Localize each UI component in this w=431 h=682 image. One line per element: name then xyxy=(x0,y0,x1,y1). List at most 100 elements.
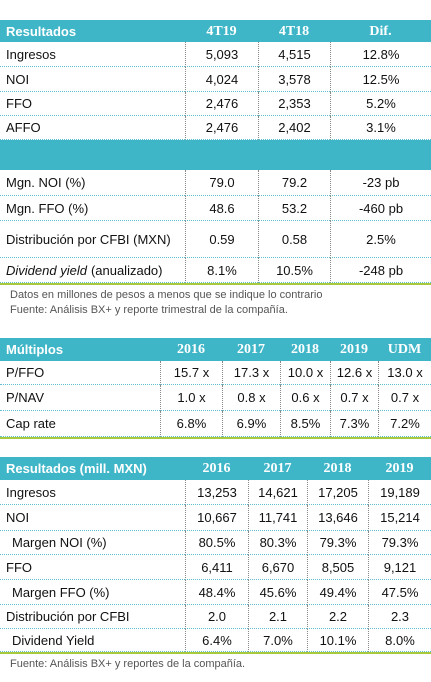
value-cell: 15.7 x xyxy=(160,361,222,385)
value-cell: 2,476 xyxy=(185,92,258,116)
header-cell: Dif. xyxy=(330,20,431,42)
value-cell: 15,214 xyxy=(368,505,431,531)
row-label: P/FFO xyxy=(0,361,160,385)
row-label: Distribución por CFBI xyxy=(0,605,185,629)
value-cell: -460 pb xyxy=(330,196,431,221)
value-cell: 10.5% xyxy=(258,258,330,283)
value-cell: 9,121 xyxy=(368,555,431,580)
footnote: Datos en millones de pesos a menos que s… xyxy=(10,289,323,301)
header-cell: 2019 xyxy=(368,457,431,480)
value-cell: 8,505 xyxy=(307,555,368,580)
value-cell: 0.6 x xyxy=(280,385,330,411)
header-cell: UDM xyxy=(378,338,431,361)
header-cell: Resultados (mill. MXN) xyxy=(0,457,185,480)
label-rest: (anualizado) xyxy=(90,262,163,278)
bottom-rule xyxy=(0,437,431,439)
value-cell: 6,411 xyxy=(185,555,248,580)
header-cell: 2016 xyxy=(160,338,222,361)
value-cell: 48.4% xyxy=(185,580,248,605)
value-cell: 2,353 xyxy=(258,92,330,116)
row-label: Dividend yield (anualizado) xyxy=(0,258,185,283)
value-cell: 2.2 xyxy=(307,605,368,629)
row-label: P/NAV xyxy=(0,385,160,411)
value-cell: 11,741 xyxy=(248,505,307,531)
value-cell: 10.1% xyxy=(307,629,368,652)
value-cell: 2.3 xyxy=(368,605,431,629)
value-cell: -23 pb xyxy=(330,170,431,196)
value-cell: 5.2% xyxy=(330,92,431,116)
row-label: Distribución por CFBI (MXN) xyxy=(0,221,185,258)
value-cell: 8.1% xyxy=(185,258,258,283)
footnote: Fuente: Análisis BX+ y reporte trimestra… xyxy=(10,304,288,316)
row-label: NOI xyxy=(0,67,185,92)
separator-band xyxy=(0,140,431,170)
row-label: Ingresos xyxy=(0,42,185,67)
value-cell: 13,253 xyxy=(185,480,248,505)
value-cell: 7.0% xyxy=(248,629,307,652)
header-cell: 2017 xyxy=(248,457,307,480)
label-italic: Dividend yield xyxy=(6,262,87,278)
header-cell: 2017 xyxy=(222,338,280,361)
value-cell: 80.3% xyxy=(248,531,307,555)
row-label: NOI xyxy=(0,505,185,531)
value-cell: 12.6 x xyxy=(330,361,378,385)
value-cell: 13.0 x xyxy=(378,361,431,385)
row-label: Margen NOI (%) xyxy=(0,531,185,555)
value-cell: 53.2 xyxy=(258,196,330,221)
row-label: Ingresos xyxy=(0,480,185,505)
value-cell: 49.4% xyxy=(307,580,368,605)
row-label: Dividend Yield xyxy=(0,629,185,652)
header-cell: 4T19 xyxy=(185,20,258,42)
value-cell: 2.0 xyxy=(185,605,248,629)
value-cell: 17.3 x xyxy=(222,361,280,385)
value-cell: 48.6 xyxy=(185,196,258,221)
header-cell: 4T18 xyxy=(258,20,330,42)
value-cell: 6.8% xyxy=(160,411,222,437)
value-cell: 14,621 xyxy=(248,480,307,505)
value-cell: 2.5% xyxy=(330,221,431,258)
value-cell: 4,515 xyxy=(258,42,330,67)
row-label: FFO xyxy=(0,92,185,116)
value-cell: 8.5% xyxy=(280,411,330,437)
value-cell: 6.4% xyxy=(185,629,248,652)
value-cell: 2,402 xyxy=(258,116,330,140)
value-cell: 12.5% xyxy=(330,67,431,92)
value-cell: 0.8 x xyxy=(222,385,280,411)
value-cell: 3.1% xyxy=(330,116,431,140)
value-cell: 19,189 xyxy=(368,480,431,505)
value-cell: 8.0% xyxy=(368,629,431,652)
value-cell: 0.7 x xyxy=(378,385,431,411)
header-cell: 2018 xyxy=(280,338,330,361)
value-cell: 80.5% xyxy=(185,531,248,555)
bottom-rule xyxy=(0,652,431,654)
value-cell: 12.8% xyxy=(330,42,431,67)
value-cell: 79.0 xyxy=(185,170,258,196)
footnote: Fuente: Análisis BX+ y reportes de la co… xyxy=(10,658,246,670)
header-cell: Resultados xyxy=(0,20,185,42)
value-cell: 2,476 xyxy=(185,116,258,140)
value-cell: 0.58 xyxy=(258,221,330,258)
value-cell: 2.1 xyxy=(248,605,307,629)
header-cell: 2019 xyxy=(330,338,378,361)
value-cell: -248 pb xyxy=(330,258,431,283)
row-label: Margen FFO (%) xyxy=(0,580,185,605)
value-cell: 0.59 xyxy=(185,221,258,258)
value-cell: 79.2 xyxy=(258,170,330,196)
row-label: AFFO xyxy=(0,116,185,140)
row-label: Mgn. NOI (%) xyxy=(0,170,185,196)
value-cell: 0.7 x xyxy=(330,385,378,411)
value-cell: 7.2% xyxy=(378,411,431,437)
value-cell: 45.6% xyxy=(248,580,307,605)
value-cell: 79.3% xyxy=(368,531,431,555)
value-cell: 1.0 x xyxy=(160,385,222,411)
value-cell: 6,670 xyxy=(248,555,307,580)
row-label: FFO xyxy=(0,555,185,580)
value-cell: 47.5% xyxy=(368,580,431,605)
row-label: Mgn. FFO (%) xyxy=(0,196,185,221)
value-cell: 7.3% xyxy=(330,411,378,437)
header-cell: 2018 xyxy=(307,457,368,480)
value-cell: 5,093 xyxy=(185,42,258,67)
value-cell: 79.3% xyxy=(307,531,368,555)
value-cell: 17,205 xyxy=(307,480,368,505)
